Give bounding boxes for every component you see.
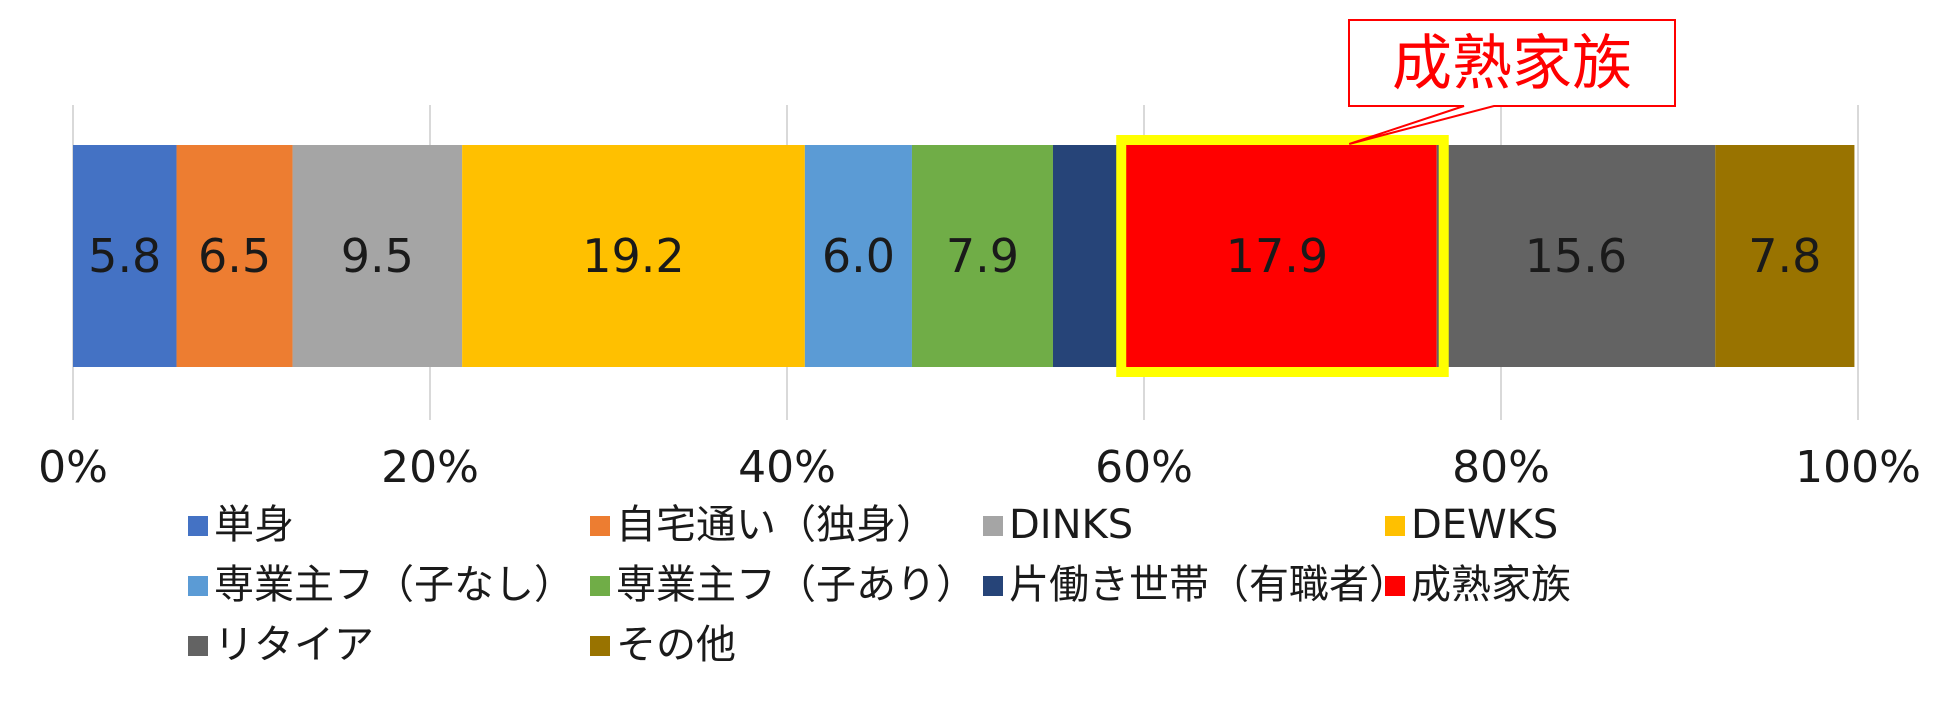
legend-swatch	[188, 636, 208, 656]
legend-swatch	[1385, 516, 1405, 536]
data-label: 6.0	[822, 229, 895, 283]
legend-item: 片働き世帯（有職者）	[983, 562, 1409, 608]
legend-swatch	[590, 636, 610, 656]
legend-item: DINKS	[983, 502, 1133, 548]
legend-item: 専業主フ（子なし）	[188, 562, 574, 608]
bar-segment	[804, 145, 912, 367]
legend-swatch	[983, 516, 1003, 536]
legend-label: 専業主フ（子あり）	[616, 562, 976, 608]
data-label: 17.9	[1226, 229, 1328, 283]
legend-label: 専業主フ（子なし）	[214, 562, 574, 608]
legend-item: リタイア	[188, 622, 374, 668]
bar-segment	[911, 145, 1053, 367]
x-tick-label: 20%	[381, 442, 479, 493]
legend-label: リタイア	[214, 622, 374, 668]
legend-label: DINKS	[1009, 502, 1133, 548]
legend-item: その他	[590, 622, 736, 668]
bar-segment	[1715, 145, 1855, 367]
bar-segment	[176, 145, 293, 367]
legend-swatch	[188, 516, 208, 536]
bar-segment	[462, 145, 805, 367]
legend-item: 自宅通い（独身）	[590, 502, 936, 548]
x-tick-label: 0%	[38, 442, 108, 493]
legend-swatch	[1385, 576, 1405, 596]
data-label: 7.8	[1748, 229, 1821, 283]
highlight-frame	[1116, 135, 1449, 377]
x-tick-label: 80%	[1452, 442, 1550, 493]
x-tick-label: 60%	[1095, 442, 1193, 493]
bar-segment	[1436, 145, 1716, 367]
legend-swatch	[590, 516, 610, 536]
legend-label: 片働き世帯（有職者）	[1009, 562, 1409, 608]
callout-box	[1348, 19, 1676, 145]
legend-label: その他	[616, 622, 736, 668]
data-label: 15.6	[1525, 229, 1627, 283]
legend-item: 単身	[188, 502, 294, 548]
legend-label: DEWKS	[1411, 502, 1558, 548]
legend-item: 専業主フ（子あり）	[590, 562, 976, 608]
legend-item: DEWKS	[1385, 502, 1558, 548]
bar-segment	[292, 145, 463, 367]
data-label: 19.2	[582, 229, 684, 283]
data-label: 7.9	[946, 229, 1019, 283]
data-label: 9.5	[341, 229, 414, 283]
bar-segment	[1052, 145, 1118, 367]
legend-swatch	[188, 576, 208, 596]
bar-segment	[73, 145, 177, 367]
x-tick-label: 40%	[738, 442, 836, 493]
callout-label: 成熟家族	[1392, 29, 1632, 99]
legend-label: 成熟家族	[1411, 562, 1571, 608]
x-tick-label: 100%	[1795, 442, 1921, 493]
bar-segment	[1117, 145, 1437, 367]
data-label: 5.8	[88, 229, 161, 283]
callout: 成熟家族	[1348, 19, 1676, 145]
legend-swatch	[983, 576, 1003, 596]
legend-swatch	[590, 576, 610, 596]
legend-label: 単身	[214, 502, 294, 548]
data-label: 6.5	[198, 229, 271, 283]
legend-item: 成熟家族	[1385, 562, 1571, 608]
legend-label: 自宅通い（独身）	[616, 502, 936, 548]
